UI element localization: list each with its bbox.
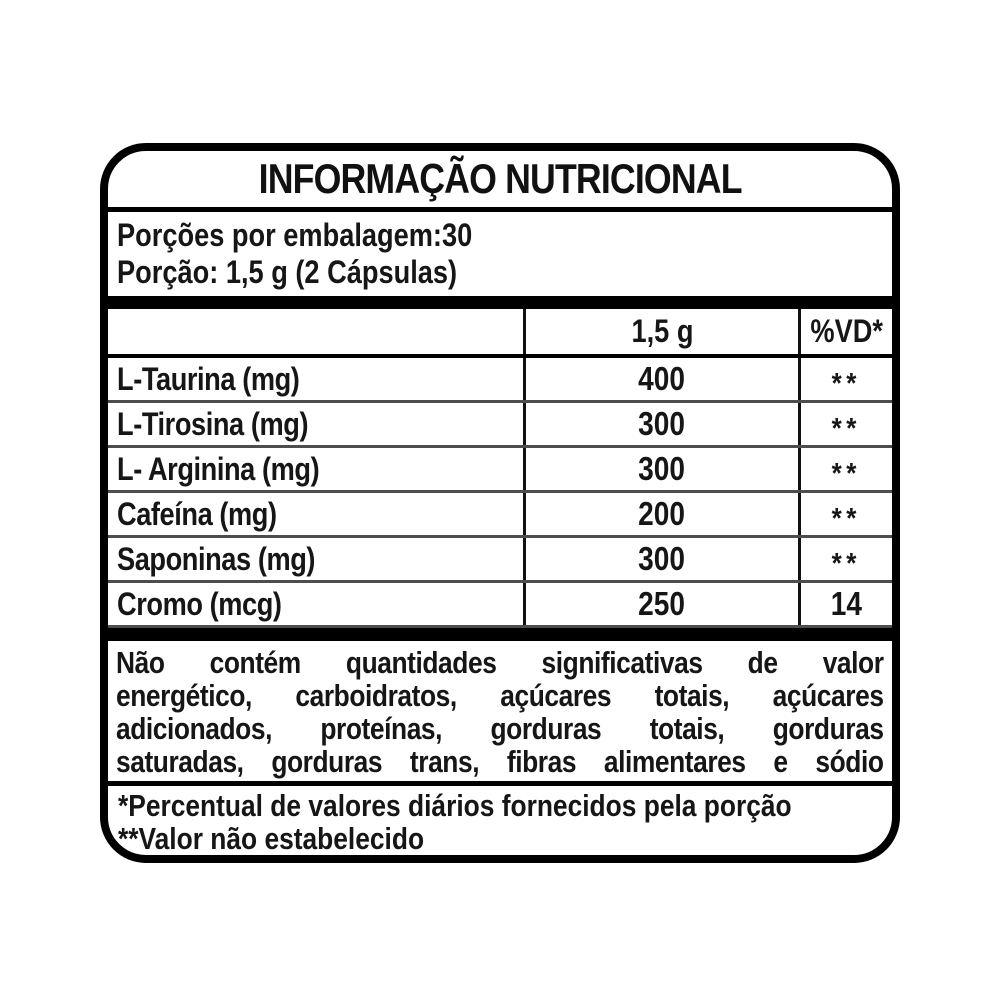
nutrient-name: Cafeína (mg) (117, 495, 277, 532)
nutrient-name: L- Arginina (mg) (117, 450, 320, 487)
nutrient-dv: ** (831, 547, 862, 580)
disclaimer-line: Não contém quantidades significativas de… (116, 645, 884, 680)
nutrient-name-cell: L-Tirosina (mg) (108, 403, 523, 445)
nutrient-amount: 200 (638, 495, 686, 532)
nutrient-amount-cell: 250 (523, 583, 798, 625)
nutrient-name-cell: Cromo (mcg) (108, 583, 523, 625)
nutrition-label: INFORMAÇÃO NUTRICIONAL Porções por embal… (100, 143, 900, 863)
disclaimer-line: energético, carboidratos, açúcares totai… (116, 678, 884, 713)
table-row: L-Tirosina (mg) 300 ** (108, 403, 892, 448)
portion-size: Porção: 1,5 g (2 Cápsulas) (117, 254, 458, 290)
table-row: L- Arginina (mg) 300 ** (108, 448, 892, 493)
nutrient-amount-cell: 300 (523, 403, 798, 445)
disclaimer-line: saturadas, gorduras trans, fibras alimen… (116, 744, 884, 779)
nutrient-amount-cell: 200 (523, 493, 798, 535)
nutrient-dv: 14 (830, 585, 863, 622)
table-row: Saponinas (mg) 300 ** (108, 538, 892, 583)
nutrient-dv-cell: ** (798, 403, 892, 445)
header-nutrient-cell (108, 309, 523, 354)
nutrient-amount: 300 (638, 450, 686, 487)
nutrient-dv: ** (831, 457, 862, 490)
label-title: INFORMAÇÃO NUTRICIONAL (258, 155, 742, 202)
nutrient-name-cell: L- Arginina (mg) (108, 448, 523, 490)
nutrient-amount: 300 (638, 405, 686, 442)
nutrient-dv-cell: ** (798, 358, 892, 400)
nutrient-name: Cromo (mcg) (117, 585, 282, 622)
disclaimer-line: adicionados, proteínas, gorduras totais,… (116, 711, 884, 746)
footnote-divider (108, 781, 892, 786)
nutrient-amount: 400 (638, 360, 686, 397)
nutrient-name: Saponinas (mg) (117, 540, 316, 577)
table-row: Cromo (mcg) 250 14 (108, 583, 892, 628)
nutrient-name-cell: Cafeína (mg) (108, 493, 523, 535)
label-header: INFORMAÇÃO NUTRICIONAL (108, 151, 892, 207)
header-amount-label: 1,5 g (631, 313, 693, 349)
nutrient-amount-cell: 300 (523, 538, 798, 580)
serving-info: Porções por embalagem:30 Porção: 1,5 g (… (108, 212, 892, 296)
table-row: Cafeína (mg) 200 ** (108, 493, 892, 538)
table-header-row: 1,5 g %VD* (108, 309, 892, 358)
nutrient-dv: ** (831, 412, 862, 445)
nutrient-amount-cell: 400 (523, 358, 798, 400)
nutrient-dv-cell: ** (798, 538, 892, 580)
nutrient-amount: 250 (638, 585, 686, 622)
nutrient-amount-cell: 300 (523, 448, 798, 490)
nutrient-dv-cell: ** (798, 493, 892, 535)
footnote-daily-values: *Percentual de valores diários fornecido… (118, 788, 792, 823)
nutrient-dv: ** (831, 367, 862, 400)
disclaimer: Não contém quantidades significativas de… (108, 641, 892, 781)
header-amount-cell: 1,5 g (523, 309, 798, 354)
servings-per-package: Porções por embalagem:30 (117, 217, 473, 253)
header-dv-label: %VD* (810, 313, 883, 349)
title-divider (108, 207, 892, 212)
thick-divider-top (108, 296, 892, 309)
nutrient-name-cell: Saponinas (mg) (108, 538, 523, 580)
nutrient-name-cell: L-Taurina (mg) (108, 358, 523, 400)
footnotes: *Percentual de valores diários fornecido… (108, 786, 892, 855)
nutrient-dv-cell: ** (798, 448, 892, 490)
nutrient-amount: 300 (638, 540, 686, 577)
header-dv-cell: %VD* (798, 309, 892, 354)
nutrient-dv: ** (831, 502, 862, 535)
nutrient-name: L-Taurina (mg) (117, 360, 300, 397)
nutrient-dv-cell: 14 (798, 583, 892, 625)
nutrient-name: L-Tirosina (mg) (117, 405, 309, 442)
thick-divider-bottom (108, 628, 892, 641)
footnote-not-established: **Valor não estabelecido (118, 821, 425, 856)
table-row: L-Taurina (mg) 400 ** (108, 358, 892, 403)
